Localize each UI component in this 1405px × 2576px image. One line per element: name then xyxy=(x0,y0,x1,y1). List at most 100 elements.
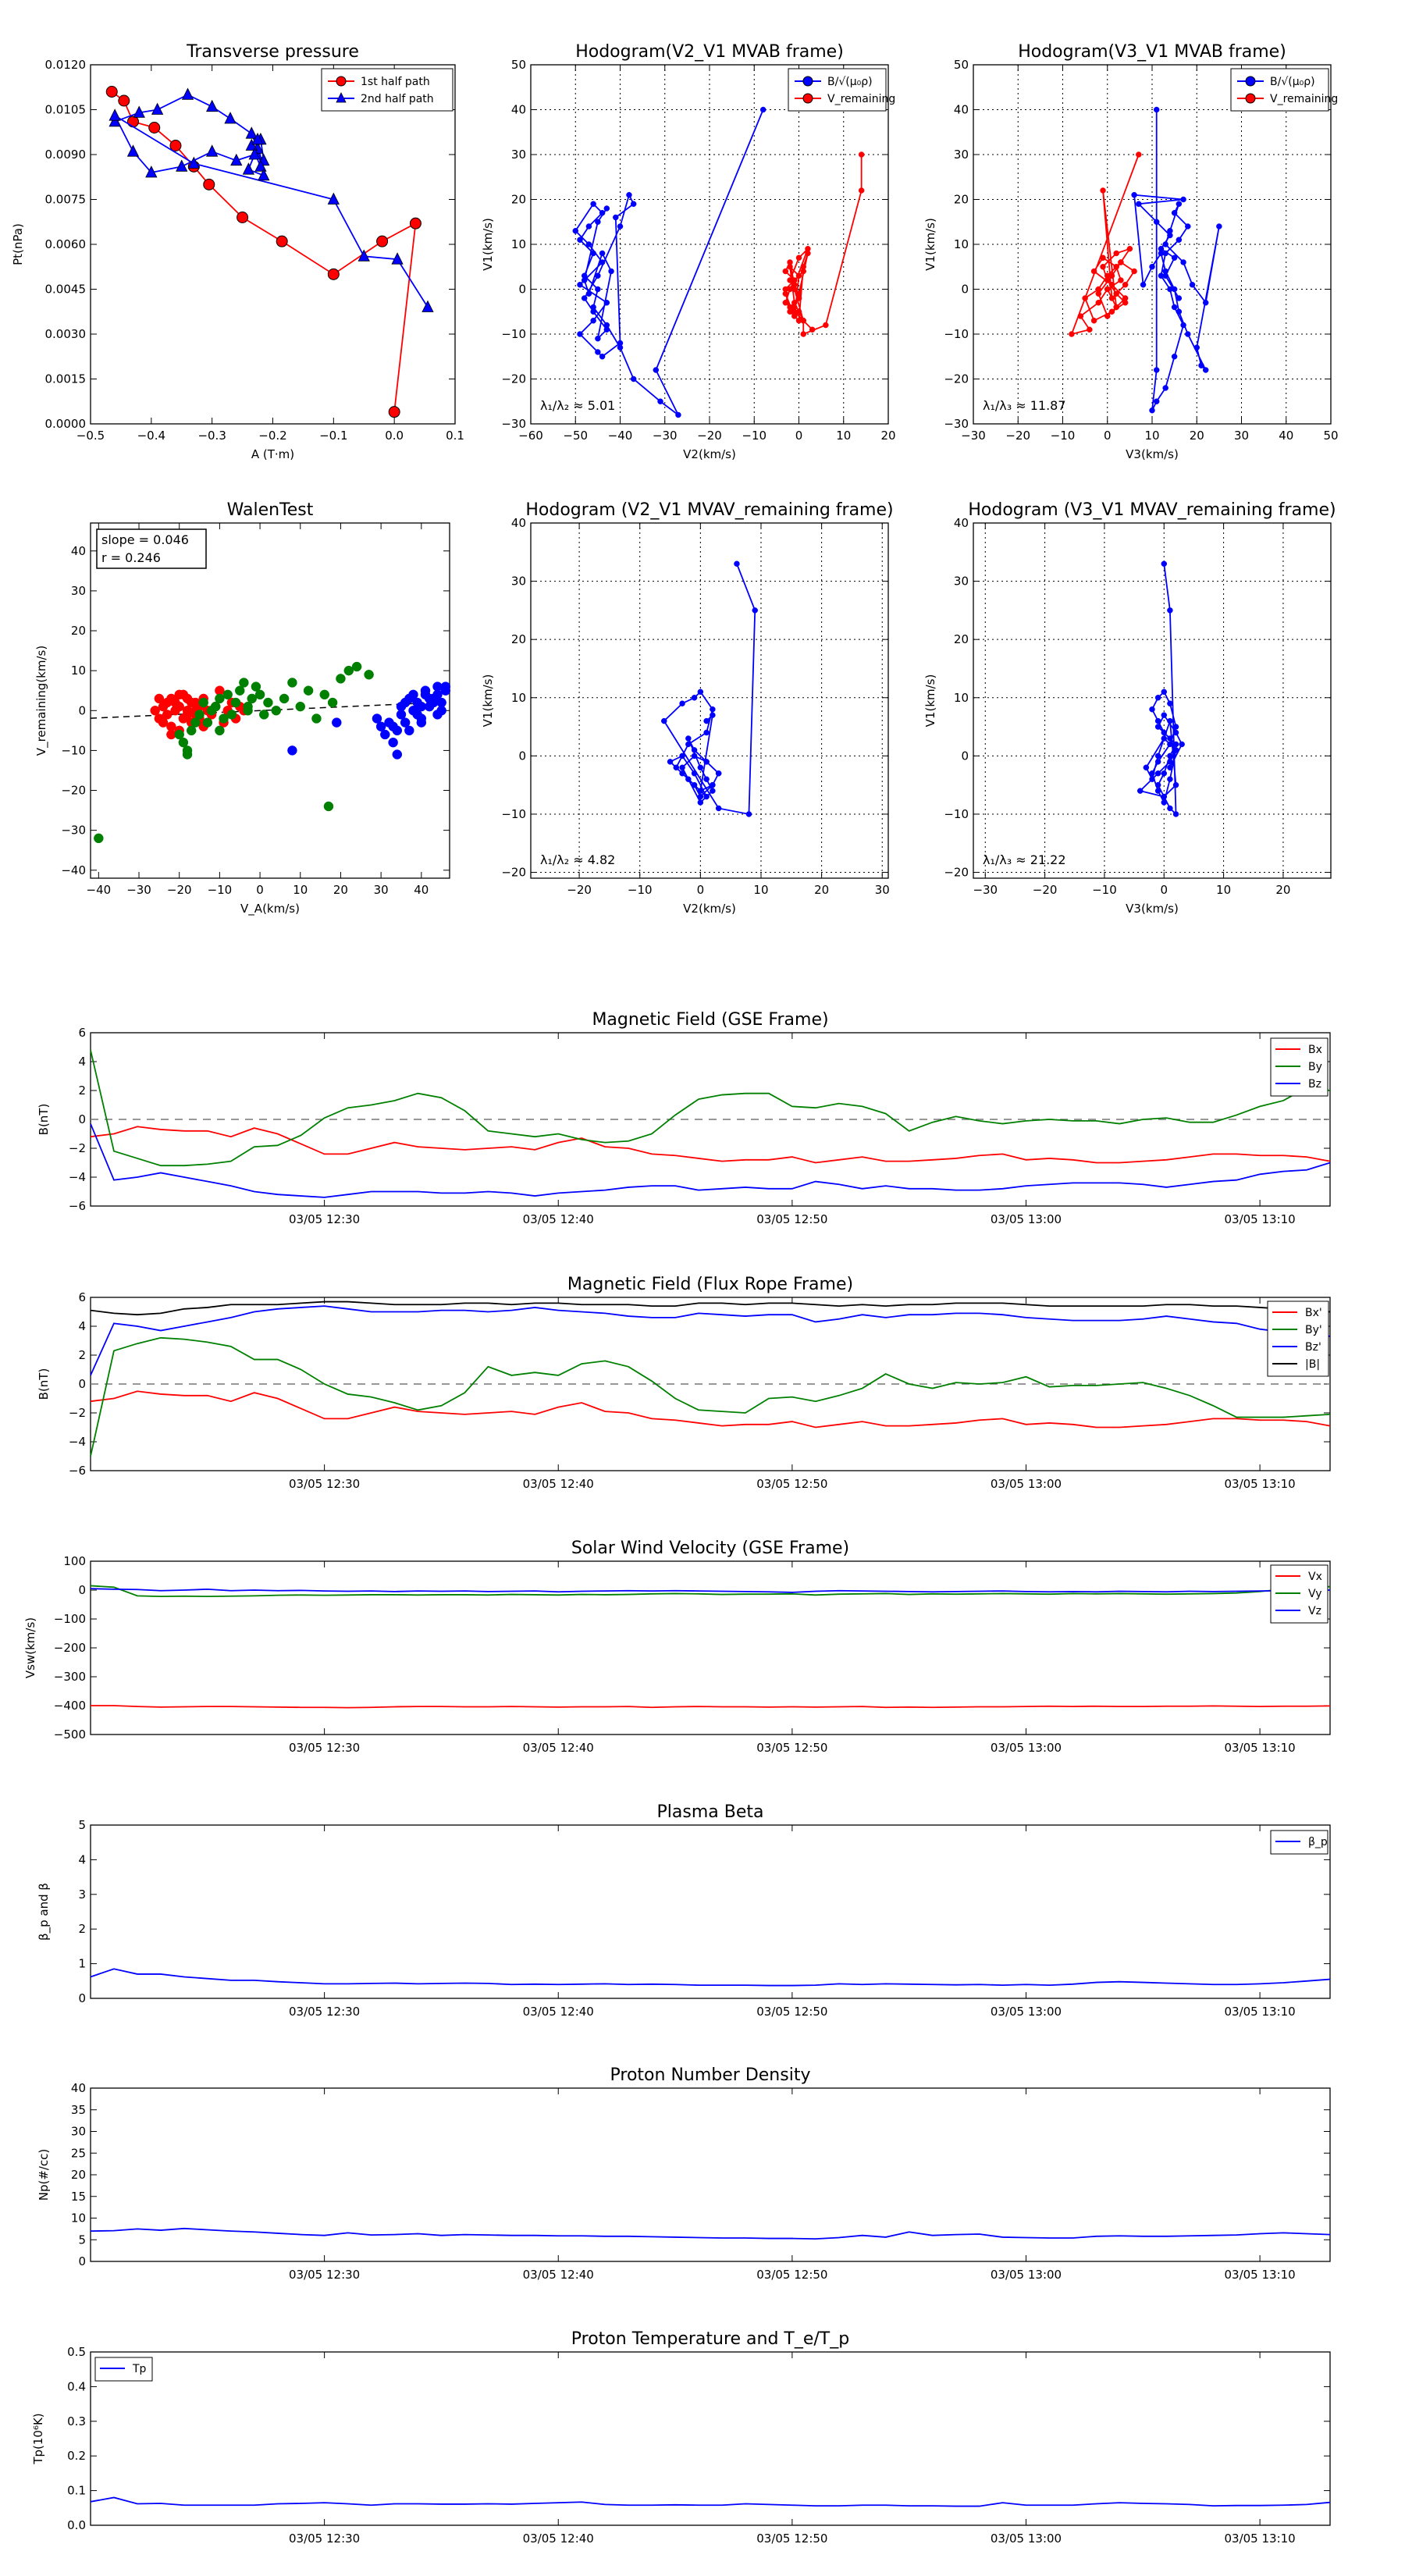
legend-box xyxy=(321,68,454,112)
y-axis-label: B(nT) xyxy=(37,1104,51,1136)
data-point xyxy=(715,770,722,777)
panel-title: Solar Wind Velocity (GSE Frame) xyxy=(571,1539,849,1558)
data-point xyxy=(1189,282,1196,288)
stats-box xyxy=(96,528,207,569)
fit-line xyxy=(90,701,450,719)
series-1 xyxy=(108,87,434,312)
data-point xyxy=(327,268,340,280)
series-line-Bz xyxy=(90,1123,1331,1198)
data-point xyxy=(1069,331,1075,337)
data-point xyxy=(858,187,865,194)
x-tick-label: −40 xyxy=(87,883,112,897)
data-point xyxy=(1193,344,1200,350)
panel-title: Proton Temperature and T_e/T_p xyxy=(571,2329,849,2349)
y-tick-label: 0.0045 xyxy=(45,283,87,297)
data-point xyxy=(1167,764,1173,771)
y-tick-label: 0.5 xyxy=(67,2345,86,2359)
x-tick-label: 0 xyxy=(795,429,803,443)
data-point xyxy=(94,833,104,844)
legend-entry: Tp xyxy=(132,2363,147,2375)
data-point xyxy=(254,689,265,700)
series-1 xyxy=(1069,151,1142,337)
data-point xyxy=(219,713,229,724)
time-tick-label: 03/05 13:10 xyxy=(1224,2532,1295,2546)
ratio-annotation: λ₁/λ₂ ≈ 4.82 xyxy=(540,852,615,867)
data-point xyxy=(809,326,816,333)
data-point xyxy=(603,300,610,306)
data-point xyxy=(388,406,400,418)
y-axis-label: Pt(nPa) xyxy=(11,223,25,265)
data-point xyxy=(351,661,362,672)
legend-entry: 1st half path xyxy=(361,76,430,88)
y-tick-label: 4 xyxy=(78,1319,86,1333)
data-point xyxy=(1136,201,1142,207)
x-tick-label: −40 xyxy=(608,429,633,443)
data-point xyxy=(148,122,161,133)
x-tick-label: 0 xyxy=(256,883,264,897)
data-point xyxy=(1118,259,1124,265)
data-point xyxy=(787,277,793,283)
data-point xyxy=(691,770,698,777)
data-point xyxy=(590,318,596,324)
data-point xyxy=(791,282,798,288)
series-line xyxy=(1138,564,1183,817)
series-line-By xyxy=(90,1049,1331,1167)
data-point xyxy=(1154,788,1161,794)
data-point xyxy=(1090,318,1097,324)
data-point xyxy=(1153,219,1160,225)
data-point xyxy=(595,272,601,279)
panel-vsw: −500 −400 −300 −200 −100 0 100 Solar Wind Veloc… xyxy=(23,1539,1331,1755)
data-point xyxy=(408,689,418,700)
y-tick-label: −40 xyxy=(61,863,86,877)
panel-h1: −60 −50 −40 −30 −20 −10 0 10 20 −30 −20 −10 0 10 20 30 4… xyxy=(481,42,896,461)
data-point xyxy=(357,249,370,262)
data-point xyxy=(795,272,802,279)
y-tick-label: 0 xyxy=(961,749,969,763)
data-point xyxy=(673,764,680,771)
x-tick-label: −30 xyxy=(653,429,678,443)
data-point xyxy=(1095,286,1102,293)
data-point xyxy=(703,759,710,765)
data-point xyxy=(376,235,389,247)
data-point xyxy=(679,764,685,771)
y-tick-label: 6 xyxy=(78,1290,86,1304)
x-tick-label: −20 xyxy=(1005,429,1030,443)
y-tick-label: 30 xyxy=(954,148,969,162)
time-tick-label: 03/05 13:00 xyxy=(991,1212,1062,1226)
legend-entry: V_remaining xyxy=(1270,93,1338,105)
data-point xyxy=(805,250,811,257)
data-point xyxy=(380,729,390,740)
legend-entry: Vx xyxy=(1308,1571,1322,1583)
data-point xyxy=(210,701,221,712)
data-point xyxy=(791,313,798,319)
panel-title: Plasma Beta xyxy=(657,1802,764,1822)
y-tick-label: 0.0 xyxy=(67,2518,86,2532)
ratio-annotation: λ₁/λ₂ ≈ 5.01 xyxy=(540,398,615,413)
y-tick-label: −10 xyxy=(501,807,526,821)
series-2 xyxy=(287,681,451,760)
data-point xyxy=(617,223,624,229)
data-point xyxy=(1202,300,1209,306)
data-point xyxy=(626,192,632,198)
data-point xyxy=(248,148,261,160)
data-point xyxy=(279,693,290,704)
x-tick-label: 20 xyxy=(1190,429,1204,443)
data-point xyxy=(237,212,249,223)
y-tick-label: 40 xyxy=(71,2081,86,2095)
data-point xyxy=(336,92,347,103)
x-tick-label: −10 xyxy=(1051,429,1076,443)
data-point xyxy=(1162,385,1168,391)
y-tick-label: 10 xyxy=(954,691,969,705)
data-point xyxy=(1153,398,1160,404)
data-point xyxy=(1113,290,1119,297)
x-tick-label: −10 xyxy=(628,883,653,897)
data-point xyxy=(679,700,685,706)
data-point xyxy=(595,219,601,225)
data-point xyxy=(599,354,606,360)
series-line xyxy=(663,563,756,816)
data-point xyxy=(581,295,588,301)
y-tick-label: 20 xyxy=(511,632,526,646)
data-point xyxy=(174,729,184,740)
y-tick-label: 3 xyxy=(78,1888,86,1902)
